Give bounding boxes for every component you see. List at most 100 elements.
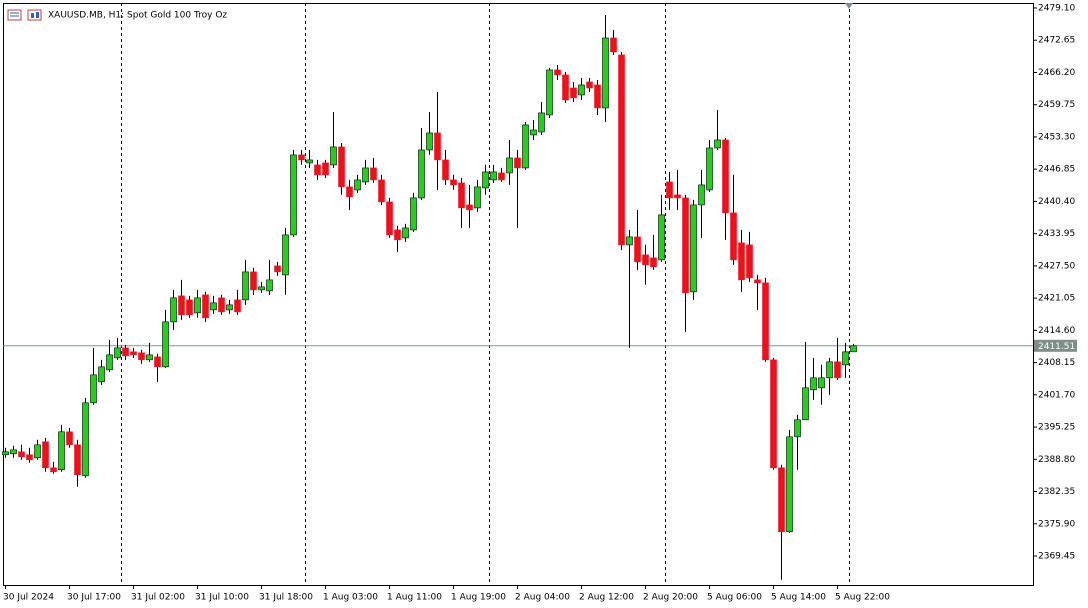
candle-body — [578, 84, 585, 96]
candle-body — [402, 227, 409, 239]
candle-body — [850, 345, 857, 353]
candle-body — [586, 81, 593, 89]
candle-body — [626, 236, 633, 246]
candle-body — [658, 214, 665, 261]
candle-body — [754, 279, 761, 284]
icon — [7, 9, 22, 21]
y-tick-label: 2446.85 — [1038, 165, 1075, 175]
y-tick-label: 2479.10 — [1038, 3, 1075, 13]
candle-body — [698, 184, 705, 206]
candle-body — [266, 279, 273, 292]
candle-body — [282, 234, 289, 276]
icon-bar — [31, 13, 34, 18]
y-tick-label: 2395.25 — [1038, 423, 1075, 433]
candle-body — [34, 444, 41, 459]
candle-body — [410, 197, 417, 231]
candle-body — [114, 347, 121, 359]
candle-body — [546, 69, 553, 116]
candle-body — [50, 467, 57, 473]
candle-body — [26, 454, 33, 461]
y-tick-label: 2440.40 — [1038, 197, 1075, 207]
candle-body — [634, 236, 641, 263]
candle-body — [674, 194, 681, 199]
x-tick-label: 5 Aug 22:00 — [835, 593, 890, 603]
candle-body — [306, 159, 313, 164]
candle-body — [530, 129, 537, 136]
candle-body — [2, 451, 9, 456]
y-tick-label: 2388.80 — [1038, 455, 1075, 465]
candle-body — [746, 244, 753, 279]
candle-body — [602, 37, 609, 109]
x-tick-label: 5 Aug 06:00 — [707, 593, 762, 603]
candle-body — [130, 351, 137, 356]
candle-body — [738, 242, 745, 281]
candle-body — [762, 282, 769, 361]
candle-body — [514, 157, 521, 169]
x-tick-label: 1 Aug 11:00 — [387, 593, 442, 603]
candle-body — [834, 361, 841, 379]
candle-body — [714, 139, 721, 149]
candle-body — [242, 271, 249, 301]
candle-body — [146, 354, 153, 361]
x-tick-label: 30 Jul 17:00 — [67, 593, 121, 603]
x-tick-label: 31 Jul 02:00 — [131, 593, 185, 603]
candle-body — [498, 172, 505, 181]
candle-body — [706, 147, 713, 191]
y-tick-label: 2408.15 — [1038, 358, 1075, 368]
last-price-box — [1034, 339, 1077, 352]
y-tick-label: 2414.60 — [1038, 326, 1075, 336]
candle-body — [450, 179, 457, 186]
candle-body — [362, 167, 369, 183]
candle-body — [466, 204, 473, 211]
candle-body — [474, 186, 481, 209]
candle-body — [722, 139, 729, 214]
candle-body — [770, 359, 777, 469]
x-tick-label: 1 Aug 19:00 — [451, 593, 506, 603]
candle-body — [810, 377, 817, 391]
candle-body — [370, 167, 377, 181]
candle-body — [442, 159, 449, 181]
candle-body — [202, 294, 209, 319]
candle-body — [818, 377, 825, 389]
candle-body — [314, 164, 321, 176]
candle-body — [42, 441, 49, 469]
candle-body — [98, 366, 105, 383]
candle-body — [554, 69, 561, 76]
toolbar-icons — [7, 9, 42, 21]
candle-body — [330, 146, 337, 166]
candle-body — [346, 186, 353, 198]
shift-marker — [845, 3, 853, 9]
y-tick-label: 2401.70 — [1038, 390, 1075, 400]
icon-bar — [36, 12, 39, 18]
candle-body — [522, 124, 529, 169]
candle-body — [618, 54, 625, 246]
chart-title: XAUUSD.MB, H1: Spot Gold 100 Troy Oz — [48, 11, 227, 21]
candle-body — [538, 112, 545, 133]
last-price-label: 2411.51 — [1038, 342, 1075, 352]
candle-body — [58, 431, 65, 471]
x-tick-label: 2 Aug 12:00 — [579, 593, 634, 603]
x-tick-label: 31 Jul 10:00 — [195, 593, 249, 603]
candle-body — [666, 181, 673, 199]
candle-body — [186, 299, 193, 316]
candle-body — [106, 354, 113, 371]
candle-body — [610, 37, 617, 53]
candle-body — [506, 157, 513, 174]
candle-body — [66, 431, 73, 446]
candle-body — [786, 436, 793, 533]
candle-body — [250, 271, 257, 291]
candle-body — [642, 254, 649, 266]
y-tick-label: 2369.45 — [1038, 552, 1075, 562]
candle-body — [386, 201, 393, 236]
candle-body — [74, 444, 81, 476]
candle-body — [354, 179, 361, 191]
candle-body — [338, 146, 345, 188]
candle-body — [490, 171, 497, 181]
candle-body — [650, 257, 657, 268]
plot-frame — [3, 3, 1034, 586]
candle-body — [290, 154, 297, 236]
y-tick-label: 2433.95 — [1038, 229, 1075, 239]
candle-body — [18, 451, 25, 458]
